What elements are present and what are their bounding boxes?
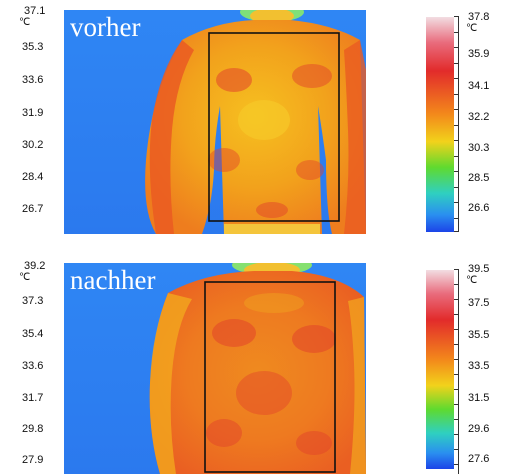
right-scale-label: 28.5 (468, 172, 490, 184)
scale-tick (454, 156, 459, 157)
scale-tick (454, 231, 459, 232)
right-scale-label: 37.5 (468, 297, 490, 309)
scale-tick (454, 187, 459, 188)
unit-label: ℃ (466, 23, 478, 34)
scale-tick (454, 269, 459, 270)
caption-after: nachher (70, 265, 156, 295)
right-scale-label: 34.1 (468, 80, 490, 92)
scale-tick (454, 47, 459, 48)
thermal-panel-after: 39.2 ℃ 37.3 35.4 33.6 31.7 29.8 27.9 (0, 237, 521, 474)
right-scale-label: 32.2 (468, 111, 490, 123)
right-scale-max: 37.8 (468, 11, 490, 23)
left-scale-label: 31.7 (22, 392, 44, 404)
right-scale-label: 26.6 (468, 202, 490, 214)
left-temperature-scale: 39.2 ℃ 37.3 35.4 33.6 31.7 29.8 27.9 (0, 237, 62, 474)
color-scale-bar (426, 17, 454, 232)
left-scale-label: 28.4 (22, 171, 44, 183)
scale-tick (454, 449, 459, 450)
caption-before: vorher (70, 12, 141, 42)
left-scale-label: 27.9 (22, 454, 44, 466)
right-scale-label: 35.9 (468, 48, 490, 60)
scale-tick (454, 284, 459, 285)
back-thermogram (64, 263, 366, 474)
unit-label: ℃ (466, 275, 478, 286)
left-scale-label: 35.3 (22, 41, 44, 53)
back-thermogram (64, 10, 366, 234)
measurement-area-frame (208, 32, 340, 222)
scale-tick (454, 78, 459, 79)
scale-tick (454, 329, 459, 330)
scale-tick (454, 94, 459, 95)
left-scale-label: 35.4 (22, 328, 44, 340)
measurement-area-frame (204, 281, 336, 473)
scale-tick (454, 32, 459, 33)
scale-tick (454, 389, 459, 390)
left-scale-max: 37.1 (24, 5, 46, 17)
scale-tick (454, 299, 459, 300)
scale-tick (454, 404, 459, 405)
scale-tick (454, 125, 459, 126)
right-scale-label: 31.5 (468, 392, 490, 404)
left-scale-label: 30.2 (22, 139, 44, 151)
scale-axis-line (458, 16, 459, 232)
thermal-image-before: vorher (64, 10, 366, 234)
right-scale-label: 29.6 (468, 423, 490, 435)
right-scale-label: 33.5 (468, 360, 490, 372)
scale-tick (454, 359, 459, 360)
scale-tick (454, 140, 459, 141)
scale-axis-line (458, 269, 459, 474)
scale-tick (454, 314, 459, 315)
left-scale-label: 37.3 (22, 295, 44, 307)
unit-label: ℃ (19, 272, 31, 283)
scale-tick (454, 218, 459, 219)
unit-label: ℃ (19, 17, 31, 28)
thermal-panel-before: 37.1 ℃ 35.3 33.6 31.9 30.2 28.4 26.7 (0, 0, 490, 237)
scale-tick (454, 374, 459, 375)
left-scale-label: 26.7 (22, 203, 44, 215)
scale-tick (454, 171, 459, 172)
right-scale-label: 30.3 (468, 142, 490, 154)
left-scale-label: 33.6 (22, 74, 44, 86)
scale-tick (454, 464, 459, 465)
left-temperature-scale: 37.1 ℃ 35.3 33.6 31.9 30.2 28.4 26.7 (0, 0, 62, 237)
right-scale-label: 35.5 (468, 329, 490, 341)
left-scale-max: 39.2 (24, 260, 46, 272)
right-scale-label: 27.6 (468, 453, 490, 465)
left-scale-label: 31.9 (22, 107, 44, 119)
left-scale-label: 33.6 (22, 360, 44, 372)
color-scale-bar (426, 270, 454, 469)
right-scale-max: 39.5 (468, 263, 490, 275)
scale-tick (454, 344, 459, 345)
scale-tick (454, 202, 459, 203)
scale-tick (454, 109, 459, 110)
scale-tick (454, 16, 459, 17)
left-scale-label: 29.8 (22, 423, 44, 435)
scale-tick (454, 434, 459, 435)
scale-tick (454, 419, 459, 420)
scale-tick (454, 63, 459, 64)
thermal-image-after: nachher (64, 263, 366, 474)
